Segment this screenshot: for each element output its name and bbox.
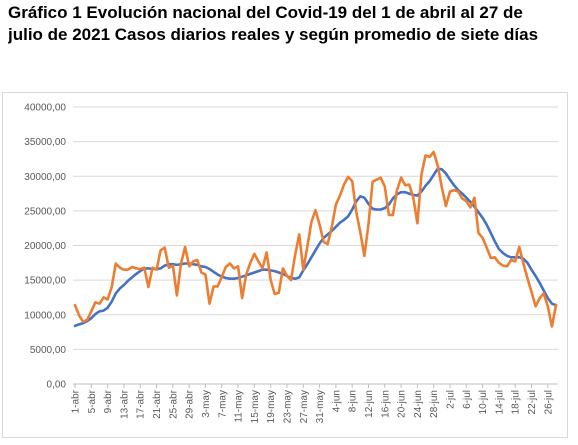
x-tick-label: 10-jul [478, 390, 489, 414]
x-tick-label: 8-jun [348, 390, 359, 412]
y-tick-label: 15000,00 [24, 276, 66, 287]
x-tick-label: 12-jun [364, 390, 375, 418]
chart-area: 0,00 5000,00 10000,00 15000,00 20000,00 25000… [2, 92, 568, 438]
series-group [73, 150, 558, 328]
x-tick-label: 13-abr [119, 389, 130, 419]
y-tick-label: 5000,00 [30, 345, 67, 356]
x-tick-label: 23-may [282, 390, 293, 423]
x-tick-label: 6-jul [462, 390, 473, 409]
x-tick-label: 21-abr [152, 389, 163, 419]
y-tick-label: 30000,00 [24, 172, 66, 183]
x-tick-label: 28-jun [429, 390, 440, 418]
x-tick-label: 19-may [266, 390, 277, 423]
y-tick-label: 0,00 [47, 380, 67, 391]
x-axis: 1-abr 5-abr 9-abr 13-abr 17-abr 21-abr 25-abr 2… [71, 384, 554, 423]
x-tick-label: 26-jul [543, 390, 554, 414]
chart-title-line-2: julio de 2021 Casos diarios reales y seg… [8, 25, 539, 44]
seven-day-average-line [73, 167, 558, 328]
x-tick-label: 5-abr [87, 389, 98, 413]
x-tick-label: 9-abr [103, 389, 114, 413]
daily-cases-line [73, 150, 558, 328]
x-tick-label: 11-may [234, 390, 245, 423]
x-tick-label: 2-jul [445, 390, 456, 409]
y-tick-label: 20000,00 [24, 241, 66, 252]
chart-title-line-1: Gráfico 1 Evolución nacional del Covid-1… [8, 3, 523, 22]
x-tick-label: 18-jul [511, 390, 522, 414]
y-tick-label: 35000,00 [24, 137, 66, 148]
x-tick-label: 22-jul [527, 390, 538, 414]
x-tick-label: 24-jun [413, 390, 424, 418]
y-tick-label: 25000,00 [24, 206, 66, 217]
x-tick-label: 16-jun [380, 390, 391, 418]
x-tick-label: 3-may [201, 390, 212, 418]
y-tick-label: 10000,00 [24, 310, 66, 321]
x-tick-label: 27-may [299, 390, 310, 423]
x-tick-label: 25-abr [168, 389, 179, 419]
x-tick-label: 17-abr [136, 389, 147, 419]
x-tick-label: 1-abr [71, 389, 82, 413]
line-chart: 0,00 5000,00 10000,00 15000,00 20000,00 25000… [24, 103, 558, 423]
x-tick-label: 20-jun [397, 390, 408, 418]
x-tick-label: 14-jul [494, 390, 505, 414]
y-axis: 0,00 5000,00 10000,00 15000,00 20000,00 25000… [24, 103, 66, 391]
x-tick-label: 15-may [250, 390, 261, 423]
x-tick-label: 4-jun [331, 390, 342, 412]
chart-title: Gráfico 1 Evolución nacional del Covid-1… [8, 2, 578, 46]
x-tick-label: 31-may [315, 390, 326, 423]
y-tick-label: 40000,00 [24, 103, 66, 114]
x-tick-label: 7-may [217, 390, 228, 418]
x-tick-label: 29-abr [185, 389, 196, 419]
